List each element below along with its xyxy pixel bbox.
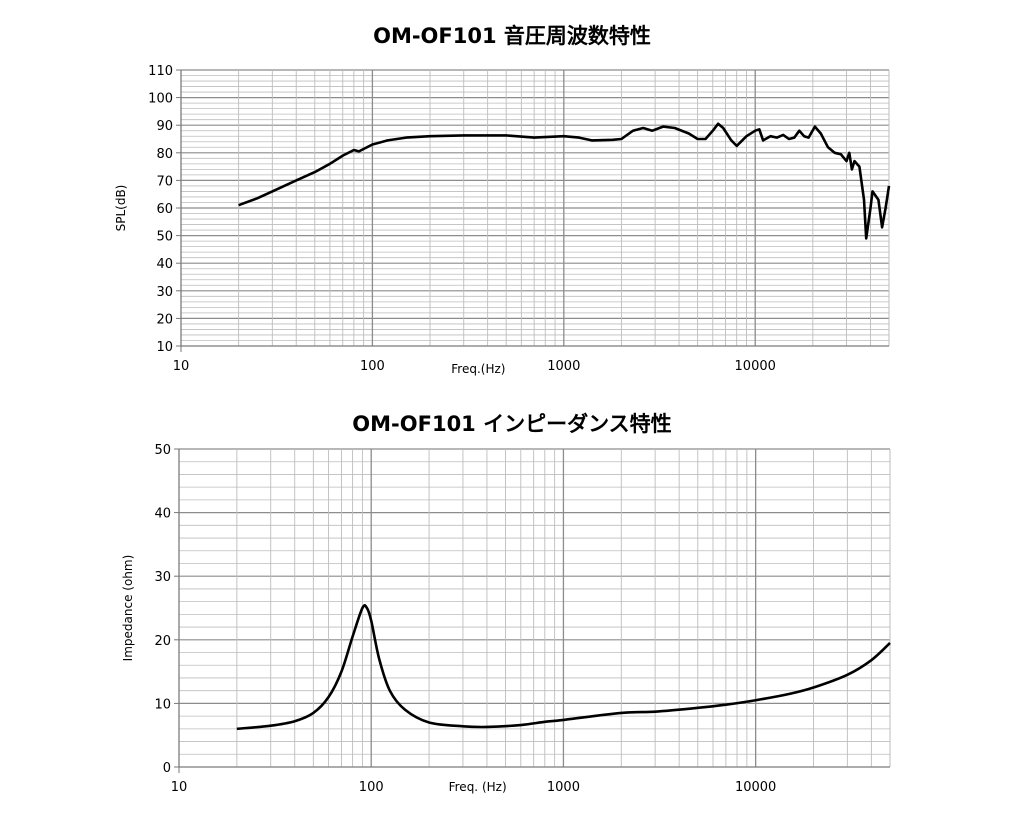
y-tick-label: 110 — [148, 64, 173, 79]
x-tick-label: 1000 — [547, 359, 580, 374]
y-tick-label: 30 — [154, 570, 171, 585]
y-tick-label: 50 — [154, 443, 171, 458]
y-tick-label: 10 — [154, 697, 171, 712]
y-tick-label: 40 — [156, 257, 173, 272]
spl-chart-title: OM-OF101 音圧周波数特性 — [373, 24, 651, 48]
y-tick-label: 80 — [156, 147, 173, 162]
x-tick-label: 100 — [360, 359, 385, 374]
y-axis-label: Impedance (ohm) — [121, 555, 135, 662]
y-axis-label: SPL(dB) — [114, 185, 128, 232]
x-tick-label: 10000 — [735, 359, 776, 374]
y-tick-label: 0 — [163, 761, 171, 776]
y-tick-label: 20 — [156, 312, 173, 327]
y-tick-label: 70 — [156, 174, 173, 189]
y-tick-label: 20 — [154, 634, 171, 649]
x-tick-label: 10 — [173, 359, 190, 374]
impedance-chart-title: OM-OF101 インピーダンス特性 — [352, 412, 672, 436]
x-tick-label: 100 — [359, 780, 384, 795]
y-tick-label: 10 — [156, 340, 173, 355]
x-tick-label: 10000 — [735, 780, 776, 795]
y-tick-label: 50 — [156, 230, 173, 245]
chart-0: 10 20 30 40 50 60 70 80 90 100 110 10 100 1000 10000 Fr… — [114, 64, 891, 376]
x-axis-label: Freq.(Hz) — [451, 362, 505, 376]
y-tick-label: 30 — [156, 285, 173, 300]
y-tick-label: 100 — [148, 92, 173, 107]
y-tick-label: 40 — [154, 507, 171, 522]
x-axis-label: Freq. (Hz) — [449, 780, 507, 794]
x-tick-label: 10 — [171, 780, 188, 795]
y-tick-label: 90 — [156, 119, 173, 134]
x-tick-label: 1000 — [547, 780, 580, 795]
y-tick-label: 60 — [156, 202, 173, 217]
